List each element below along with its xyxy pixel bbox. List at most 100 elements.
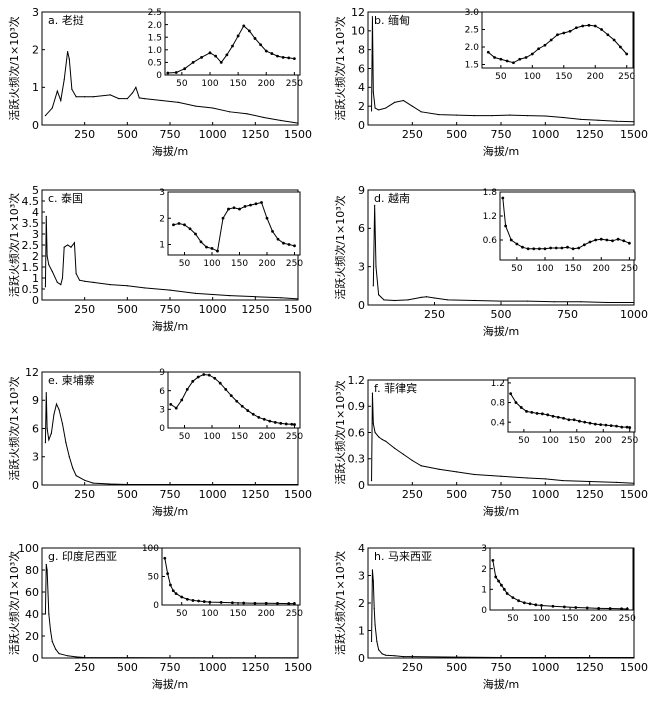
x-tick-label: 1000 — [531, 488, 559, 501]
data-point — [374, 107, 376, 109]
y-axis-label: 活跃火频次/1×10³次 — [333, 380, 347, 484]
inset-data-point — [276, 237, 280, 241]
inset-data-point — [208, 600, 212, 604]
y-tick-label: 5 — [32, 184, 39, 197]
inset-data-point — [214, 54, 218, 58]
data-point — [527, 300, 529, 302]
inset-x-tick-label: 150 — [561, 614, 578, 624]
data-point — [46, 255, 48, 257]
data-point — [44, 114, 47, 117]
inset-x-tick-label: 50 — [507, 614, 519, 624]
data-point — [254, 296, 256, 298]
data-point — [372, 423, 374, 425]
inset-data-point — [554, 246, 558, 250]
data-point — [195, 105, 197, 107]
y-tick-label: 8 — [358, 44, 365, 57]
inset-data-point — [497, 579, 500, 583]
inset-panel: 50 100 150 200 250 0 0.5 1.0 1.5 2.0 2.5 — [148, 8, 304, 89]
x-tick-label: 500 — [446, 128, 467, 141]
inset-x-tick-label: 250 — [619, 614, 636, 624]
data-point — [73, 242, 76, 244]
data-point — [580, 301, 582, 303]
y-tick-label: 2 — [358, 100, 365, 113]
inset-data-point — [499, 57, 503, 61]
y-tick-label: 0.5 — [22, 283, 40, 296]
inset-data-point — [609, 424, 613, 428]
data-point — [60, 284, 62, 286]
inset-data-point — [605, 238, 609, 242]
inset-y-tick-label: 1 — [481, 585, 487, 595]
data-point — [51, 270, 53, 272]
inset-data-point — [534, 603, 538, 607]
x-tick-label: 500 — [446, 661, 467, 674]
data-point — [381, 438, 383, 441]
inset-y-tick-label: 2.5 — [148, 8, 162, 18]
data-point — [280, 297, 282, 299]
y-tick-label: 12 — [351, 6, 365, 19]
y-tick-label: 6 — [358, 62, 365, 75]
inset-data-point — [540, 412, 544, 416]
inset-data-point — [625, 607, 629, 611]
inset-data-point — [225, 53, 229, 57]
y-tick-label: 2 — [358, 597, 365, 610]
inset-data-point — [581, 24, 585, 28]
data-point — [50, 432, 52, 434]
data-point — [169, 657, 171, 659]
data-point — [53, 413, 55, 415]
inset-data-point — [196, 375, 200, 379]
inset-x-tick-label: 150 — [229, 609, 246, 619]
inset-data-point — [546, 413, 550, 417]
inset-data-point — [551, 604, 555, 608]
x-tick-label: 1500 — [284, 303, 312, 316]
data-point — [553, 301, 555, 303]
x-tick-label: 750 — [491, 661, 512, 674]
data-point — [456, 471, 458, 473]
x-tick-label: 1500 — [284, 128, 312, 141]
x-axis-label: 海拔/m — [152, 144, 188, 158]
data-point — [491, 114, 493, 117]
y-tick-label: 3 — [32, 6, 39, 19]
inset-data-point — [518, 57, 522, 61]
inset-y-tick-label: 0.6 — [483, 236, 498, 246]
inset-y-tick-label: 3.0 — [465, 8, 480, 18]
inset-y-tick-label: 100 — [142, 544, 159, 554]
x-tick-label: 1500 — [284, 488, 312, 501]
inset-data-point — [530, 52, 534, 56]
y-tick-label: 60 — [25, 586, 39, 599]
data-point — [254, 657, 256, 659]
data-point — [456, 114, 458, 116]
inset-data-point — [232, 206, 236, 210]
inset-data-point — [512, 61, 515, 65]
data-point — [376, 640, 378, 643]
data-point — [633, 121, 635, 123]
inset-data-point — [551, 414, 555, 418]
inset-data-point — [540, 604, 543, 607]
inset-data-point — [537, 247, 541, 251]
inset-y-tick-label: 1.0 — [148, 46, 163, 56]
data-point — [68, 456, 70, 458]
inset-data-point — [625, 52, 629, 56]
data-point — [370, 480, 373, 482]
data-point — [45, 563, 47, 566]
inset-data-point — [588, 421, 592, 425]
inset-x-tick-label: 50 — [518, 436, 530, 446]
inset-data-point — [238, 207, 241, 211]
inset-data-point — [290, 422, 294, 426]
data-point — [473, 473, 475, 476]
inset-data-point — [611, 239, 614, 243]
inset-data-point — [514, 401, 518, 404]
y-tick-label: 1.5 — [22, 261, 40, 274]
inset-data-point — [270, 52, 274, 55]
inset-data-point — [587, 23, 591, 27]
data-point — [385, 440, 387, 442]
inset-data-point — [567, 418, 571, 422]
data-point — [385, 107, 387, 109]
inset-y-tick-label: 1.5 — [148, 33, 162, 43]
inset-data-point — [502, 587, 506, 591]
inset-data-point — [608, 607, 612, 610]
inset-data-point — [251, 412, 255, 416]
x-tick-label: 750 — [160, 488, 181, 501]
inset-data-point — [574, 26, 578, 30]
data-point — [411, 656, 413, 658]
